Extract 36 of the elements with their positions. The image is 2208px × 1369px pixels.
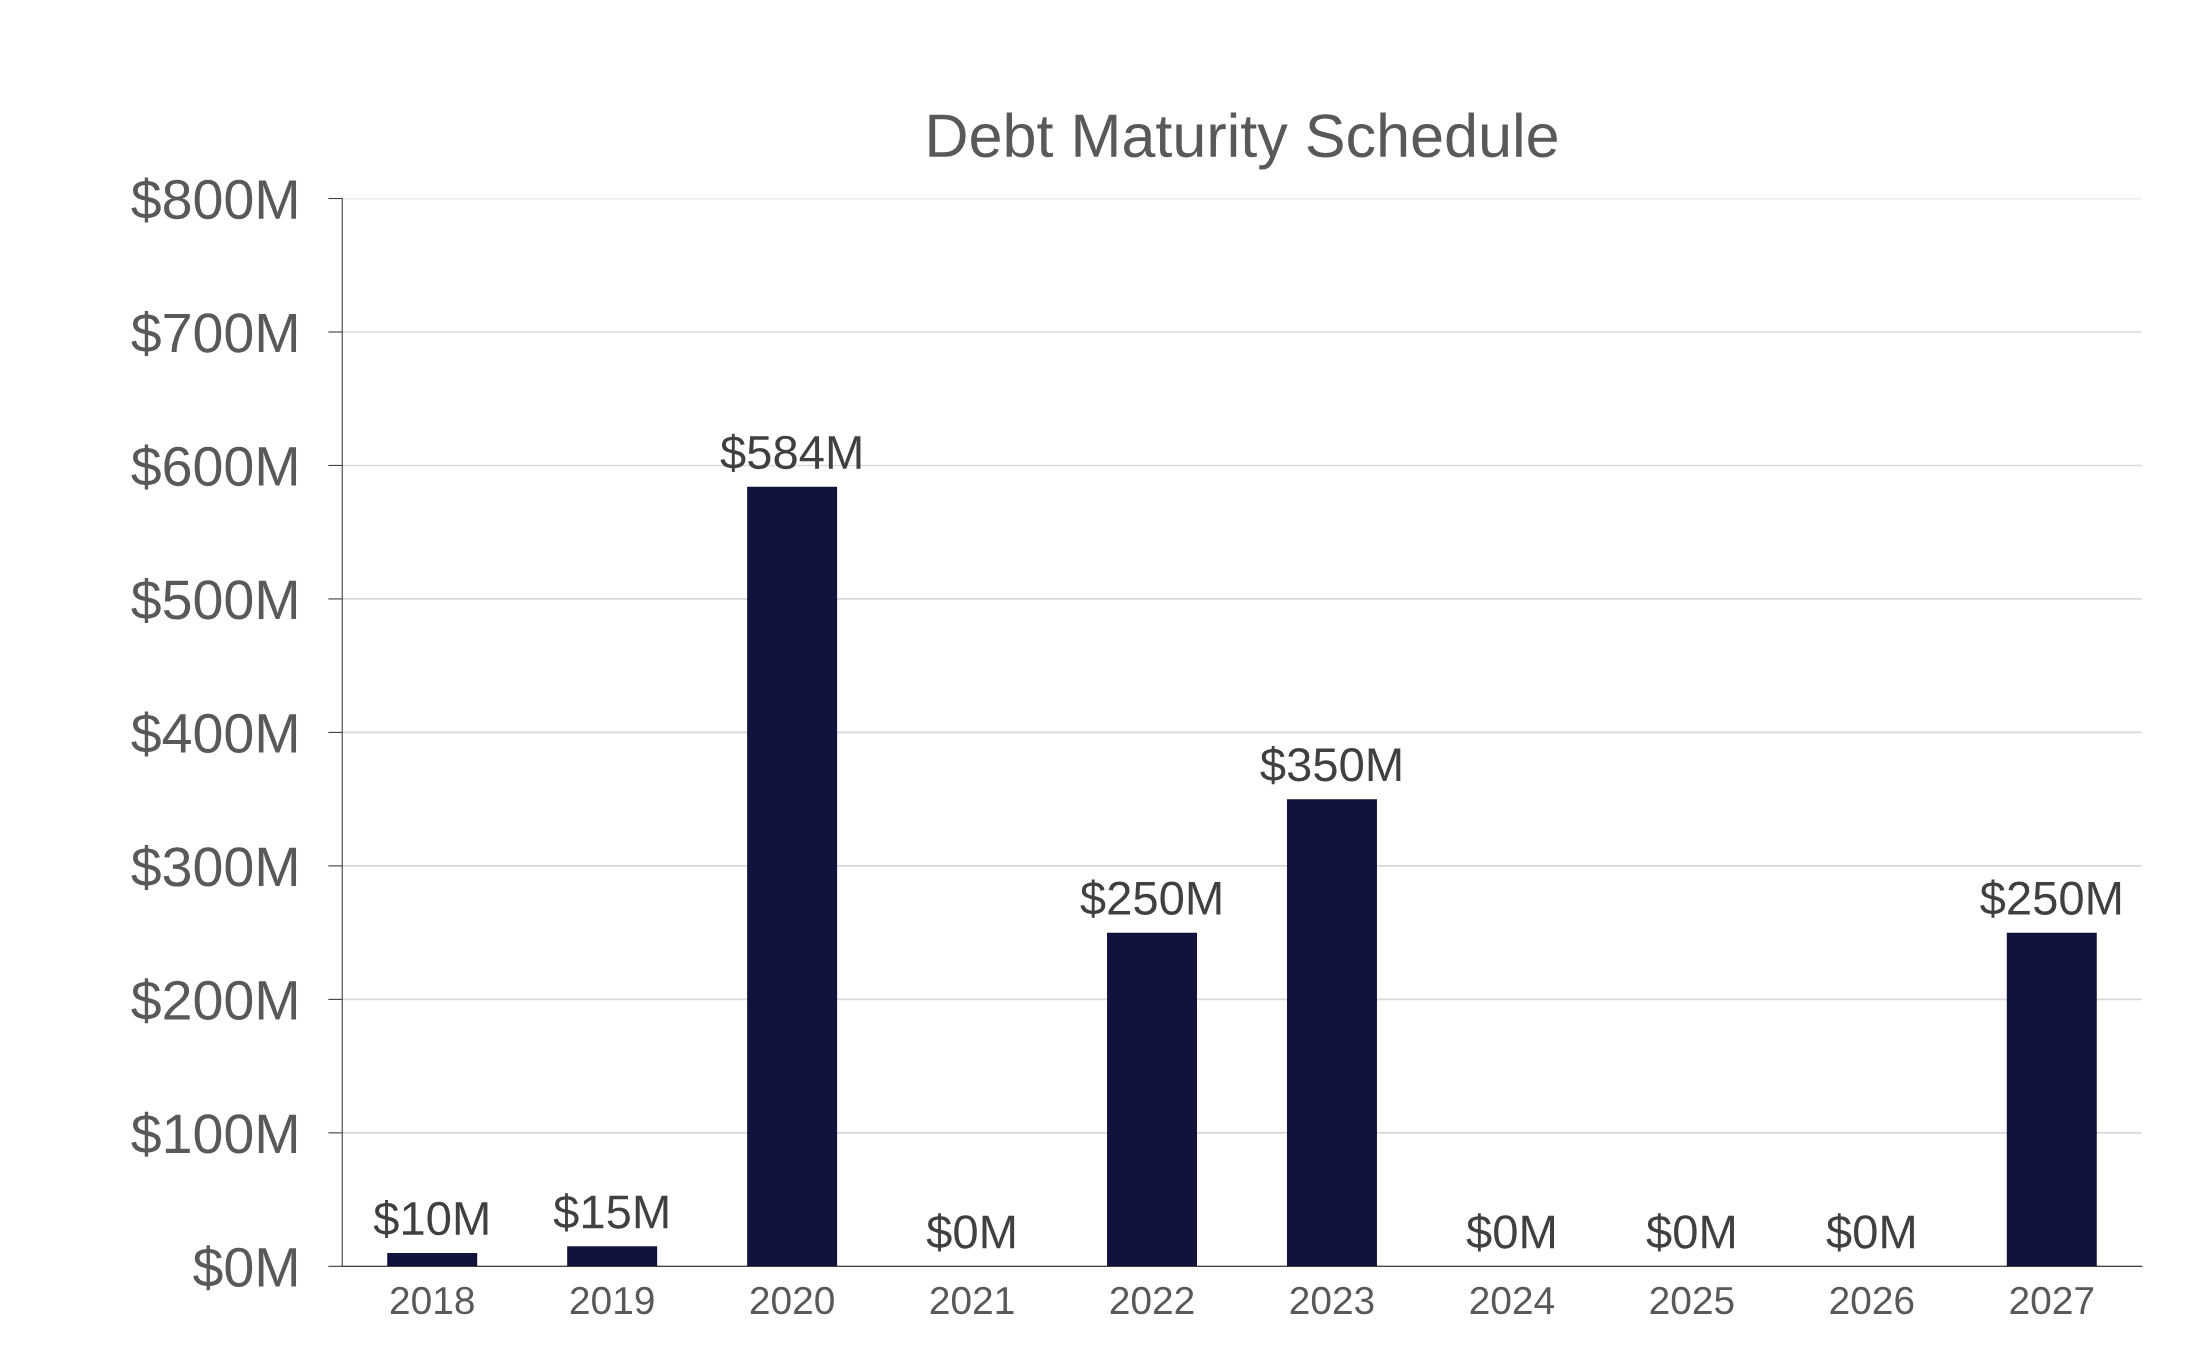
- data-label: $0M: [926, 1213, 1015, 1252]
- bar: [2006, 932, 2097, 1267]
- y-tick-label: $700M: [131, 310, 297, 356]
- y-tick-label: $400M: [131, 711, 297, 757]
- x-tick-label: 2021: [930, 1286, 1014, 1315]
- bar: [747, 486, 838, 1267]
- bar: [567, 1246, 658, 1267]
- x-tick-label: 2019: [570, 1286, 654, 1315]
- y-tick-label: $0M: [193, 1245, 297, 1291]
- chart-title: Debt Maturity Schedule: [929, 112, 1557, 170]
- data-label: $584M: [720, 433, 861, 472]
- x-tick-label: 2022: [1110, 1286, 1194, 1315]
- data-label: $250M: [1080, 879, 1221, 918]
- y-tick-label: $300M: [131, 844, 297, 890]
- data-label: $10M: [373, 1199, 488, 1239]
- x-tick-label: 2026: [1830, 1286, 1914, 1315]
- x-tick-label: 2027: [2010, 1286, 2094, 1315]
- data-label: $250M: [1980, 879, 2121, 918]
- x-tick-label: 2025: [1650, 1286, 1734, 1315]
- data-label: $350M: [1260, 746, 1401, 785]
- data-label: $0M: [1466, 1213, 1554, 1252]
- data-label: $15M: [553, 1193, 668, 1232]
- y-tick-label: $500M: [131, 577, 297, 623]
- y-tick-label: $800M: [131, 177, 297, 223]
- data-label: $0M: [1646, 1213, 1734, 1252]
- data-label: $0M: [1826, 1213, 1914, 1252]
- x-tick-label: 2023: [1290, 1286, 1374, 1315]
- y-tick-label: $200M: [131, 978, 297, 1024]
- bar: [1286, 799, 1377, 1267]
- x-tick-label: 2020: [750, 1286, 834, 1315]
- x-tick-label: 2018: [390, 1286, 474, 1315]
- x-tick-label: 2024: [1470, 1286, 1555, 1315]
- y-tick-label: $600M: [131, 444, 297, 490]
- y-tick-label: $100M: [131, 1111, 297, 1157]
- bar: [1107, 932, 1198, 1267]
- bar: [387, 1252, 478, 1267]
